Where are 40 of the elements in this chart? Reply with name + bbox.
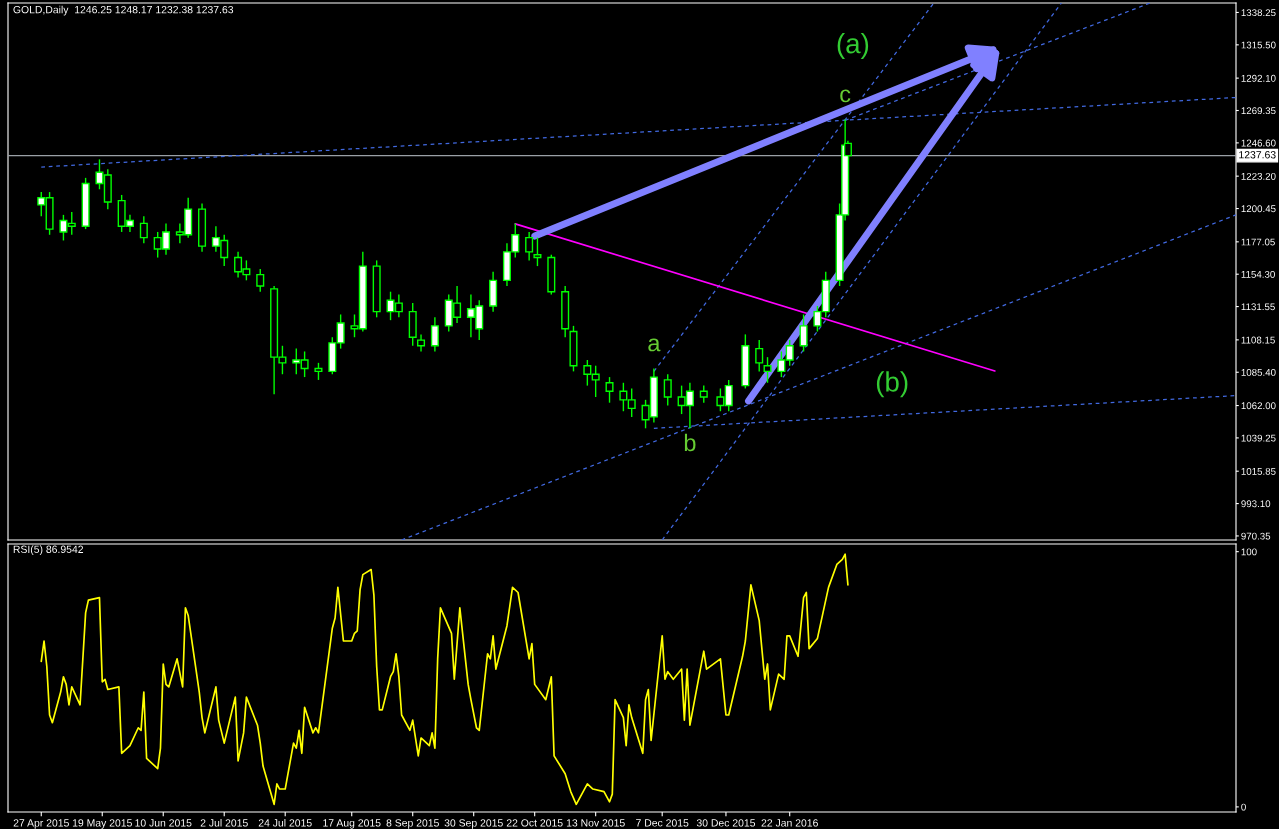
y-tick-label: 1269.35 (1241, 107, 1276, 115)
x-tick-label: 10 Jun 2015 (135, 819, 192, 827)
y-tick-label: 1015.85 (1241, 467, 1276, 475)
y-tick-label: 1039.25 (1241, 434, 1276, 442)
y-tick-label: 993.10 (1241, 500, 1271, 508)
x-tick-label: 30 Dec 2015 (696, 819, 756, 827)
x-tick-label: 7 Dec 2015 (636, 819, 689, 827)
annotation: (a) (837, 33, 869, 59)
y-tick-label: 1200.45 (1241, 205, 1276, 213)
x-tick-label: 22 Oct 2015 (506, 819, 563, 827)
y-tick-label: 1131.55 (1241, 303, 1275, 311)
y-tick-label: 1223.20 (1241, 172, 1276, 180)
y-tick-label: 100 (1241, 548, 1257, 556)
y-tick-label: 970.35 (1241, 532, 1271, 540)
ref-line-label: 1237.63 (1239, 151, 1276, 159)
x-tick-label: 13 Nov 2015 (566, 819, 625, 827)
chart-title: GOLD,Daily 1246.25 1248.17 1232.38 1237.63 (13, 5, 234, 16)
x-tick-label: 22 Jan 2016 (761, 819, 818, 827)
y-tick-label: 1246.60 (1241, 139, 1276, 147)
y-tick-label: 1177.05 (1241, 238, 1275, 246)
x-tick-label: 8 Sep 2015 (386, 819, 439, 829)
x-tick-label: 24 Jul 2015 (258, 818, 312, 827)
annotation: a (648, 338, 661, 352)
x-tick-label: 17 Aug 2015 (323, 819, 381, 829)
x-tick-label: 30 Sep 2015 (444, 819, 503, 829)
y-tick-label: 1292.10 (1241, 74, 1276, 82)
x-tick-label: 27 Apr 2015 (13, 819, 69, 829)
y-tick-label: 1062.00 (1241, 402, 1276, 410)
x-tick-label: 2 Jul 2015 (200, 818, 248, 827)
annotation: (b) (876, 371, 908, 398)
y-tick-label: 0 (1241, 803, 1246, 811)
y-tick-label: 1154.30 (1241, 270, 1275, 278)
y-tick-label: 1108.15 (1241, 336, 1275, 344)
x-tick-label: 19 May 2015 (72, 819, 132, 829)
annotation: b (684, 433, 696, 452)
y-tick-label: 1085.40 (1241, 368, 1276, 376)
annotation: c (840, 89, 851, 103)
chart-title: RSI(5) 86.9542 (13, 545, 84, 556)
y-tick-label: 1338.25 (1241, 9, 1276, 17)
y-tick-label: 1315.50 (1241, 41, 1276, 49)
